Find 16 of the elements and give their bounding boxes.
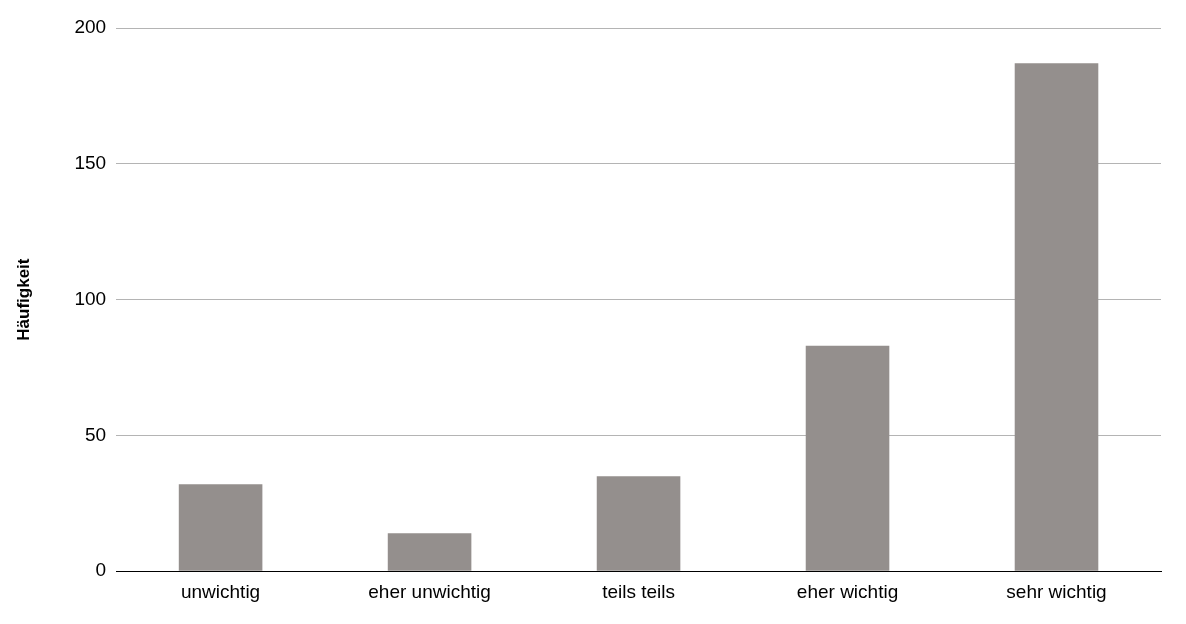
y-tick-label: 200 <box>74 16 107 38</box>
y-tick-label: 150 <box>74 152 107 174</box>
y-tick-label: 50 <box>84 423 107 445</box>
y-axis-title: Häufigkeit <box>13 258 33 341</box>
x-tick-label: unwichtig <box>180 580 261 602</box>
y-tick-label: 100 <box>74 287 107 309</box>
y-tick-label: 0 <box>95 559 107 581</box>
bar <box>178 484 263 571</box>
bar <box>387 533 472 571</box>
bar <box>805 345 890 571</box>
x-tick-label: eher wichtig <box>796 580 899 602</box>
bar <box>596 476 681 571</box>
bar <box>1014 63 1099 571</box>
x-tick-label: teils teils <box>602 580 675 602</box>
x-tick-label: eher unwichtig <box>368 580 491 602</box>
x-tick-label: sehr wichtig <box>1006 580 1107 602</box>
